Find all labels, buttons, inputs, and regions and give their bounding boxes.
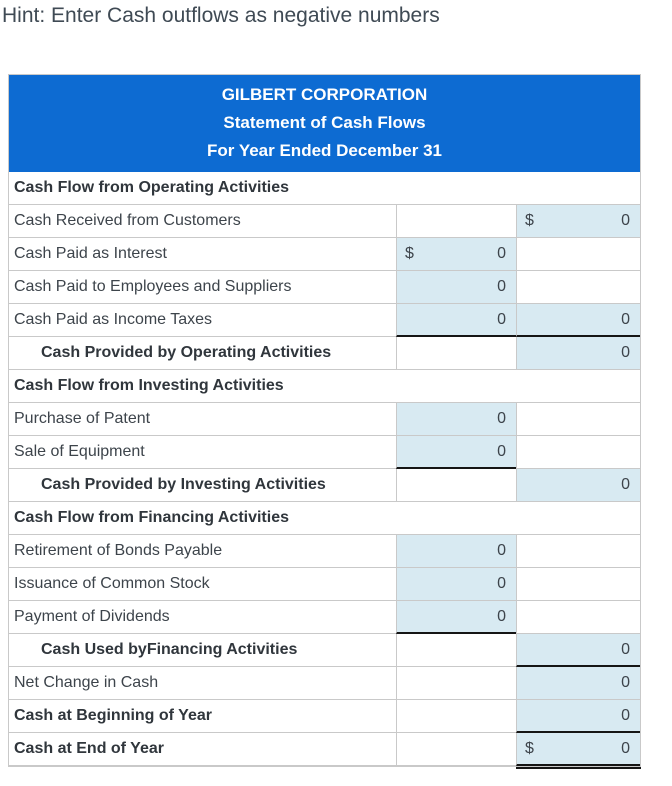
section-header-row: Cash Flow from Investing Activities <box>9 370 640 403</box>
amount-blank-cell <box>516 601 640 634</box>
statement-row: Retirement of Bonds Payable 0 <box>9 535 640 568</box>
amount-blank-cell <box>516 403 640 436</box>
amount-input-cell[interactable]: 0 <box>516 469 640 502</box>
amount-input-cell[interactable]: $0 <box>516 205 640 238</box>
dollar-sign: $ <box>405 245 414 262</box>
amount-blank-cell <box>396 205 516 238</box>
row-label: Cash at Beginning of Year <box>9 700 396 733</box>
amount-value: 0 <box>621 212 630 229</box>
statement-row: Cash Paid as Income Taxes 0 0 <box>9 304 640 337</box>
row-label: Cash Flow from Investing Activities <box>9 370 640 403</box>
dollar-sign: $ <box>525 739 534 757</box>
amount-value: 0 <box>497 607 506 625</box>
row-label: Cash Paid to Employees and Suppliers <box>9 271 396 304</box>
amount-blank-cell <box>396 634 516 667</box>
statement-row: Sale of Equipment 0 <box>9 436 640 469</box>
row-label: Sale of Equipment <box>9 436 396 469</box>
amount-value: 0 <box>497 245 506 262</box>
amount-input-cell[interactable]: 0 <box>396 601 516 634</box>
row-label: Cash Paid as Income Taxes <box>9 304 396 337</box>
amount-value: 0 <box>497 310 506 328</box>
amount-blank-cell <box>396 469 516 502</box>
amount-input-cell[interactable]: 0 <box>516 304 640 337</box>
statement-row: Payment of Dividends 0 <box>9 601 640 634</box>
amount-input-cell[interactable]: 0 <box>396 304 516 337</box>
company-name: GILBERT CORPORATION <box>221 85 428 104</box>
statement-row: Cash Used byFinancing Activities 0 <box>9 634 640 667</box>
amount-input-cell[interactable]: 0 <box>396 535 516 568</box>
amount-value: 0 <box>621 344 630 361</box>
section-header-row: Cash Flow from Financing Activities <box>9 502 640 535</box>
amount-value: 0 <box>497 278 506 295</box>
amount-blank-cell <box>516 238 640 271</box>
hint-text: Hint: Enter Cash outflows as negative nu… <box>2 4 440 27</box>
row-label: Issuance of Common Stock <box>9 568 396 601</box>
row-label: Cash Received from Customers <box>9 205 396 238</box>
amount-value: 0 <box>497 442 506 460</box>
amount-value: 0 <box>621 674 630 691</box>
row-label: Cash Flow from Financing Activities <box>9 502 640 535</box>
amount-input-cell[interactable]: 0 <box>516 667 640 700</box>
cash-flow-statement-table: GILBERT CORPORATION Statement of Cash Fl… <box>8 74 641 769</box>
statement-row: Cash Provided by Investing Activities 0 <box>9 469 640 502</box>
statement-row: Cash Paid to Employees and Suppliers 0 <box>9 271 640 304</box>
amount-blank-cell <box>396 700 516 733</box>
statement-row: Cash at End of Year $0 <box>9 733 641 769</box>
amount-input-cell[interactable]: 0 <box>516 634 640 667</box>
row-label: Purchase of Patent <box>9 403 396 436</box>
statement-period: For Year Ended December 31 <box>207 141 442 160</box>
statement-row: Purchase of Patent 0 <box>9 403 640 436</box>
amount-input-cell[interactable]: $0 <box>516 733 641 769</box>
amount-blank-cell <box>516 436 640 469</box>
statement-row: Cash Received from Customers $0 <box>9 205 640 238</box>
statement-row: Cash Provided by Operating Activities 0 <box>9 337 640 370</box>
row-label: Cash Provided by Investing Activities <box>9 469 396 502</box>
row-label: Cash Paid as Interest <box>9 238 396 271</box>
amount-input-cell[interactable]: 0 <box>516 337 640 370</box>
amount-input-cell[interactable]: 0 <box>396 568 516 601</box>
statement-row: Cash Paid as Interest $0 <box>9 238 640 271</box>
statement-row: Cash at Beginning of Year 0 <box>9 700 640 733</box>
row-label: Cash Provided by Operating Activities <box>9 337 396 370</box>
amount-value: 0 <box>621 640 630 658</box>
amount-blank-cell <box>396 337 516 370</box>
statement-header: GILBERT CORPORATION Statement of Cash Fl… <box>9 75 640 172</box>
amount-value: 0 <box>497 410 506 427</box>
amount-blank-cell <box>516 568 640 601</box>
row-label: Retirement of Bonds Payable <box>9 535 396 568</box>
amount-input-cell[interactable]: 0 <box>516 700 640 733</box>
row-label: Cash at End of Year <box>9 733 396 766</box>
amount-input-cell[interactable]: 0 <box>396 271 516 304</box>
amount-blank-cell <box>396 733 516 766</box>
amount-value: 0 <box>621 310 630 328</box>
amount-value: 0 <box>621 739 630 757</box>
dollar-sign: $ <box>525 212 534 229</box>
row-label: Net Change in Cash <box>9 667 396 700</box>
amount-blank-cell <box>396 667 516 700</box>
amount-blank-cell <box>516 271 640 304</box>
section-header-row: Cash Flow from Operating Activities <box>9 172 640 205</box>
statement-row: Issuance of Common Stock 0 <box>9 568 640 601</box>
amount-value: 0 <box>497 542 506 559</box>
amount-value: 0 <box>497 575 506 592</box>
amount-value: 0 <box>621 476 630 493</box>
row-label: Payment of Dividends <box>9 601 396 634</box>
statement-row: Net Change in Cash 0 <box>9 667 640 700</box>
statement-body: Cash Flow from Operating Activities Cash … <box>9 172 641 769</box>
amount-value: 0 <box>621 706 630 724</box>
amount-input-cell[interactable]: 0 <box>396 436 516 469</box>
row-label: Cash Flow from Operating Activities <box>9 172 640 205</box>
amount-blank-cell <box>516 535 640 568</box>
amount-input-cell[interactable]: 0 <box>396 403 516 436</box>
amount-input-cell[interactable]: $0 <box>396 238 516 271</box>
statement-title: Statement of Cash Flows <box>223 113 426 132</box>
row-label: Cash Used byFinancing Activities <box>9 634 396 667</box>
